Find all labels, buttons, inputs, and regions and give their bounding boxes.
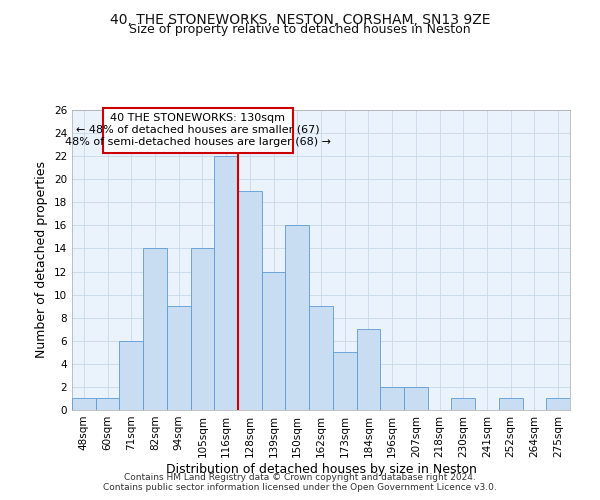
Y-axis label: Number of detached properties: Number of detached properties [35, 162, 49, 358]
Text: ← 48% of detached houses are smaller (67): ← 48% of detached houses are smaller (67… [76, 125, 319, 135]
Text: Size of property relative to detached houses in Neston: Size of property relative to detached ho… [129, 22, 471, 36]
Text: Contains public sector information licensed under the Open Government Licence v3: Contains public sector information licen… [103, 484, 497, 492]
Bar [546, 398, 570, 410]
Bar [309, 306, 333, 410]
Text: Contains HM Land Registry data © Crown copyright and database right 2024.: Contains HM Land Registry data © Crown c… [124, 474, 476, 482]
FancyBboxPatch shape [103, 108, 293, 152]
Bar [451, 398, 475, 410]
Text: 40 THE STONEWORKS: 130sqm: 40 THE STONEWORKS: 130sqm [110, 114, 285, 124]
Bar [214, 156, 238, 410]
Bar [119, 341, 143, 410]
Bar [143, 248, 167, 410]
Bar [191, 248, 214, 410]
Bar [356, 329, 380, 410]
Bar [499, 398, 523, 410]
Bar [96, 398, 119, 410]
Text: 40, THE STONEWORKS, NESTON, CORSHAM, SN13 9ZE: 40, THE STONEWORKS, NESTON, CORSHAM, SN1… [110, 12, 490, 26]
Bar [404, 387, 428, 410]
Bar [333, 352, 356, 410]
Bar [238, 191, 262, 410]
Bar [72, 398, 96, 410]
Bar [262, 272, 286, 410]
X-axis label: Distribution of detached houses by size in Neston: Distribution of detached houses by size … [166, 462, 476, 475]
Text: 48% of semi-detached houses are larger (68) →: 48% of semi-detached houses are larger (… [65, 136, 331, 146]
Bar [167, 306, 191, 410]
Bar [286, 226, 309, 410]
Bar [380, 387, 404, 410]
